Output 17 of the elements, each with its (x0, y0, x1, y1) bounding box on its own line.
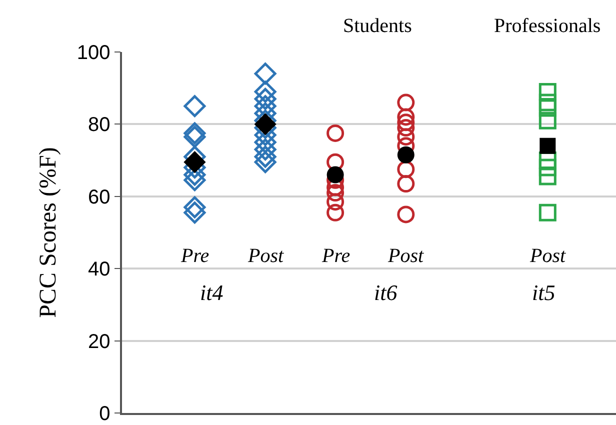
y-tick-label: 20 (88, 330, 110, 353)
y-tick-label: 40 (88, 258, 110, 281)
y-tick-label: 100 (76, 42, 110, 64)
x-tick-label: Pre (321, 245, 350, 267)
y-tick-label: 60 (88, 186, 110, 208)
x-tick-label: Post (247, 245, 284, 267)
y-tick-label: 80 (88, 114, 110, 136)
x-axis-title: it6 (374, 280, 398, 305)
x-tick-label: Pre (180, 245, 210, 267)
text: Professionals (494, 15, 601, 37)
x-tick-label: Post (387, 245, 424, 267)
x-tick-label: Post (529, 245, 566, 267)
text: Students (343, 15, 412, 37)
y-tick-label: 0 (99, 403, 110, 425)
y-axis-title: PCC Scores (%F) (35, 147, 62, 318)
x-axis-title: it5 (532, 280, 556, 305)
x-axis-title: it4 (200, 280, 224, 305)
